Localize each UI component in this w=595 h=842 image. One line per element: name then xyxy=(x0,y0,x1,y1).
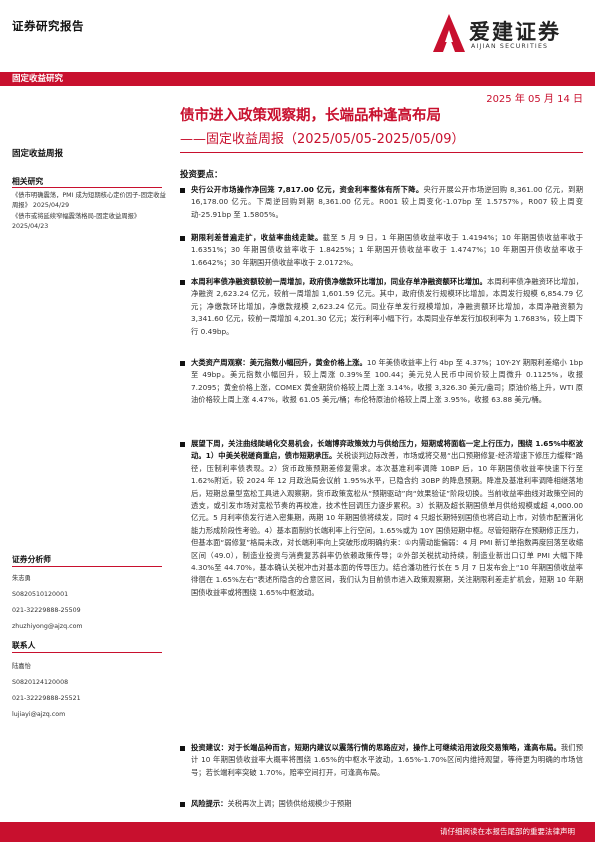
bullet-square-icon xyxy=(180,442,185,447)
analyst-license: S0820510120001 xyxy=(12,591,69,598)
footer-band xyxy=(0,822,595,842)
contact-divider xyxy=(12,652,162,653)
bullet-text: 关税谈判边际改善，市场或将交易“出口预期修复-经济增速下修压力缓释”路径，压制利… xyxy=(191,451,583,597)
bullet-bold-text: 风险提示： xyxy=(191,799,228,808)
logo-text-cn: 爱建证券 xyxy=(469,20,561,44)
bullet-text: 我们预计 10 年期国债收益率大概率将围绕 1.65%的中枢水平波动，1.65%… xyxy=(191,743,583,777)
bullet-bold-text: 本周利率债净融资额较前一周增加，政府债净缴款环比增加，同业存单净融资额环比增加。 xyxy=(191,277,487,286)
bullet-bold-text: 展望下周，关注曲线陡峭化交易机会，长端博弈政策效力与供给压力，短期或将面临一定上… xyxy=(191,439,583,461)
brand-logo: 爱建证券 AIJIAN SECURITIES xyxy=(431,10,581,60)
related-research-heading: 相关研究 xyxy=(12,177,44,186)
related-divider xyxy=(12,187,162,188)
bullet-item: 展望下周，关注曲线陡峭化交易机会，长端博弈政策效力与供给压力，短期或将面临一定上… xyxy=(180,438,583,599)
bullet-text: 10 年美债收益率上行 4bp 至 4.37%；10Y-2Y 期限利差缩小 1b… xyxy=(191,358,583,405)
analyst-divider xyxy=(12,566,162,567)
bullet-bold-text: 央行公开市场操作净回笼 7,817.00 亿元，资金利率整体有所下降。 xyxy=(191,185,424,194)
analyst-phone: 021-32229888-25509 xyxy=(12,607,81,614)
report-type-label: 证券研究报告 xyxy=(12,19,84,33)
contact-name: 陆嘉怡 xyxy=(12,663,31,670)
bullet-square-icon xyxy=(180,802,185,807)
investment-content: 央行公开市场操作净回笼 7,817.00 亿元，资金利率整体有所下降。央行开展公… xyxy=(180,180,583,820)
bullet-item: 本周利率债净融资额较前一周增加，政府债净缴款环比增加，同业存单净融资额环比增加。… xyxy=(180,276,583,338)
report-title: 债市进入政策观察期，长端品种逢高布局 xyxy=(180,108,441,124)
bullet-bold-text: 期限利差普遍走扩，收益率曲线走陡。 xyxy=(191,233,323,242)
bullet-square-icon xyxy=(180,188,185,193)
category-label: 固定收益研究 xyxy=(12,74,64,84)
logo-text-en: AIJIAN SECURITIES xyxy=(471,43,549,50)
related-item[interactable]: 《债市明确震荡，PMI 成为短期核心定价因子-固定收益周报》 2025/04/2… xyxy=(12,192,166,209)
bullet-item: 大类资产周观察：美元指数小幅回升，黄金价格上涨。10 年美债收益率上行 4bp … xyxy=(180,357,583,407)
bullet-item: 投资建议：对于长端品种而言，短期内建议以震荡行情的思路应对，操作上可继续沿用波段… xyxy=(180,742,583,779)
report-date: 2025 年 05 月 14 日 xyxy=(486,94,583,105)
related-item[interactable]: 《债市或将延续窄幅震荡格局-固定收益周报》 2025/04/23 xyxy=(12,213,141,230)
title-divider xyxy=(180,152,583,154)
report-subtitle: ——固定收益周报（2025/05/05-2025/05/09） xyxy=(180,132,465,147)
analyst-email[interactable]: zhuzhiyong@ajzq.com xyxy=(12,623,83,630)
footer-disclaimer[interactable]: 请仔细阅读在本报告尾部的重要法律声明 xyxy=(440,827,575,836)
bullet-bold-text: 大类资产周观察：美元指数小幅回升，黄金价格上涨。 xyxy=(191,358,367,367)
bullet-text: 关税再次上调；国债供给规模少于预期 xyxy=(227,799,352,808)
aijian-logo-icon xyxy=(433,14,465,52)
analyst-heading: 证券分析师 xyxy=(12,555,51,564)
contact-heading: 联系人 xyxy=(12,641,36,650)
bullet-bold-text: 投资建议：对于长端品种而言，短期内建议以震荡行情的思路应对，操作上可继续沿用波段… xyxy=(191,743,561,752)
bullet-square-icon xyxy=(180,236,185,241)
contact-license: S0820124120008 xyxy=(12,679,69,686)
bullet-text: 本周利率债净融资环比增加，净融资 2,623.24 亿元，较前一周增加 1,60… xyxy=(191,277,584,336)
bullet-square-icon xyxy=(180,361,185,366)
weekly-label: 固定收益周报 xyxy=(12,149,64,159)
contact-phone: 021-32229888-25521 xyxy=(12,695,81,702)
analyst-name: 朱志勇 xyxy=(12,575,31,582)
bullet-square-icon xyxy=(180,280,185,285)
contact-email[interactable]: lujiayi@ajzq.com xyxy=(12,711,66,718)
bullet-square-icon xyxy=(180,746,185,751)
investment-heading: 投资要点： xyxy=(180,170,223,180)
bullet-item: 期限利差普遍走扩，收益率曲线走陡。截至 5 月 9 日，1 年期国债收益率收于 … xyxy=(180,232,583,269)
bullet-item: 央行公开市场操作净回笼 7,817.00 亿元，资金利率整体有所下降。央行开展公… xyxy=(180,184,583,221)
bullet-text: 央行开展公开市场逆回购 8,361.00 亿元，到期 16,178.00 亿元。… xyxy=(191,185,583,219)
bullet-item: 风险提示：关税再次上调；国债供给规模少于预期 xyxy=(180,798,583,810)
bullet-text: 截至 5 月 9 日，1 年期国债收益率收于 1.4194%；10 年期国债收益… xyxy=(191,233,583,267)
category-band xyxy=(0,72,595,86)
